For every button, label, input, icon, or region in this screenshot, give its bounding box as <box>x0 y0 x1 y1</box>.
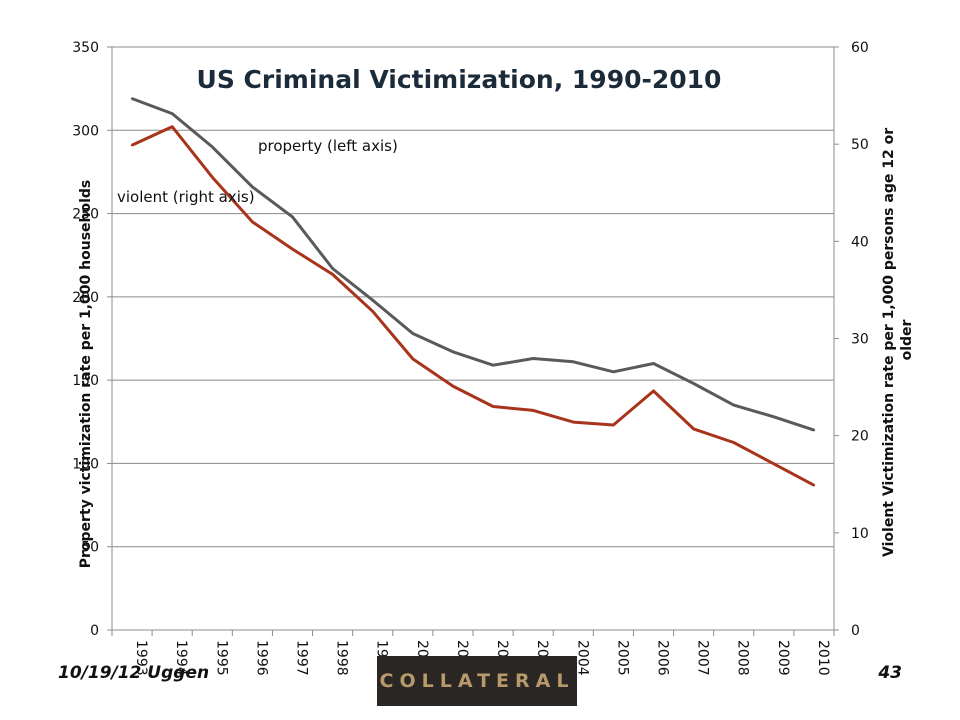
violent-data-point <box>451 384 455 388</box>
violent-data-point <box>732 441 735 444</box>
logo-text: COLLATERAL <box>379 670 575 692</box>
violent-data-point <box>411 357 415 361</box>
violent-data-point <box>251 220 254 224</box>
property-data-point <box>692 382 695 385</box>
x-tick-label: 1996 <box>253 640 269 676</box>
axes <box>107 46 839 636</box>
violent-data-point <box>211 176 214 179</box>
x-tick-label: 2008 <box>735 640 751 676</box>
left-tick-label: 300 <box>72 123 99 139</box>
property-series-line <box>131 97 815 432</box>
left-tick-label: 200 <box>72 290 99 306</box>
violent-data-point <box>371 310 374 313</box>
violent-data-point <box>491 405 495 408</box>
x-tick-label: 2007 <box>695 640 711 676</box>
left-tick-label: 100 <box>72 456 99 472</box>
property-data-point <box>211 145 214 149</box>
right-tick-label: 60 <box>851 40 869 56</box>
right-tick-label: 50 <box>851 137 869 153</box>
collateral-logo: COLLATERAL <box>377 656 577 706</box>
property-data-point <box>612 370 615 374</box>
violent-data-point <box>572 420 575 424</box>
violent-data-point <box>331 273 334 276</box>
property-series-label: property (left axis) <box>258 137 398 155</box>
violent-series-label: violent (right axis) <box>117 188 255 206</box>
violent-data-point <box>170 125 174 128</box>
property-data-point <box>251 185 254 189</box>
x-tick-label: 1995 <box>213 640 229 676</box>
violent-data-point <box>652 389 655 393</box>
violent-data-point <box>531 409 535 412</box>
violent-data-point <box>291 247 294 251</box>
footer-date-author: 10/19/12 Uggen <box>58 663 210 683</box>
property-data-point <box>572 360 575 364</box>
property-data-point <box>772 415 776 418</box>
property-data-point <box>652 362 655 365</box>
left-axis-label: Property victimization rate per 1,000 ho… <box>78 180 94 569</box>
violent-data-point <box>692 427 695 431</box>
property-data-point <box>411 332 415 335</box>
x-tick-label: 1993 <box>133 640 149 676</box>
series-lines <box>130 97 816 487</box>
x-tick-label: 2006 <box>655 640 671 676</box>
right-tick-label: 30 <box>851 332 869 348</box>
violent-data-point <box>812 484 816 487</box>
property-data-point <box>371 298 374 302</box>
right-tick-label: 10 <box>851 526 869 542</box>
left-tick-label: 250 <box>72 207 99 223</box>
x-tick-label: 1997 <box>294 640 310 676</box>
property-data-point <box>291 215 294 219</box>
x-tick-label: 2005 <box>614 640 630 676</box>
property-data-point <box>812 428 816 432</box>
x-tick-label: 1998 <box>334 640 350 676</box>
chart-title: US Criminal Victimization, 1990-2010 <box>197 65 722 94</box>
violent-data-point <box>772 462 776 466</box>
x-tick-label: 2009 <box>775 640 791 676</box>
x-tick-label: 2004 <box>574 640 590 676</box>
x-tick-label: 1994 <box>173 640 189 676</box>
right-tick-label: 40 <box>851 234 869 250</box>
right-tick-label: 0 <box>851 623 860 639</box>
slide-number: 43 <box>878 663 902 683</box>
right-tick-label: 20 <box>851 429 869 445</box>
violent-series-line <box>131 125 815 487</box>
violent-data-point <box>130 143 134 147</box>
property-data-point <box>451 350 455 354</box>
violent-data-point <box>612 423 615 427</box>
x-tick-label: 2010 <box>815 640 831 676</box>
right-axis-label: Violent Victimization rate per 1,000 per… <box>881 123 915 557</box>
gridlines <box>112 46 834 548</box>
property-data-point <box>491 363 495 367</box>
right-axis-label-line-1: Violent Victimization rate per 1,000 per… <box>881 128 897 557</box>
right-axis-label-line-2: older <box>899 319 915 360</box>
left-tick-label: 350 <box>72 40 99 56</box>
property-data-point <box>331 267 334 270</box>
left-tick-label: 0 <box>90 623 99 639</box>
left-tick-label: 50 <box>81 540 99 556</box>
property-data-point <box>732 403 735 407</box>
property-data-point <box>130 97 134 100</box>
left-tick-label: 150 <box>72 373 99 389</box>
property-data-point <box>170 112 174 115</box>
property-data-point <box>531 357 535 360</box>
